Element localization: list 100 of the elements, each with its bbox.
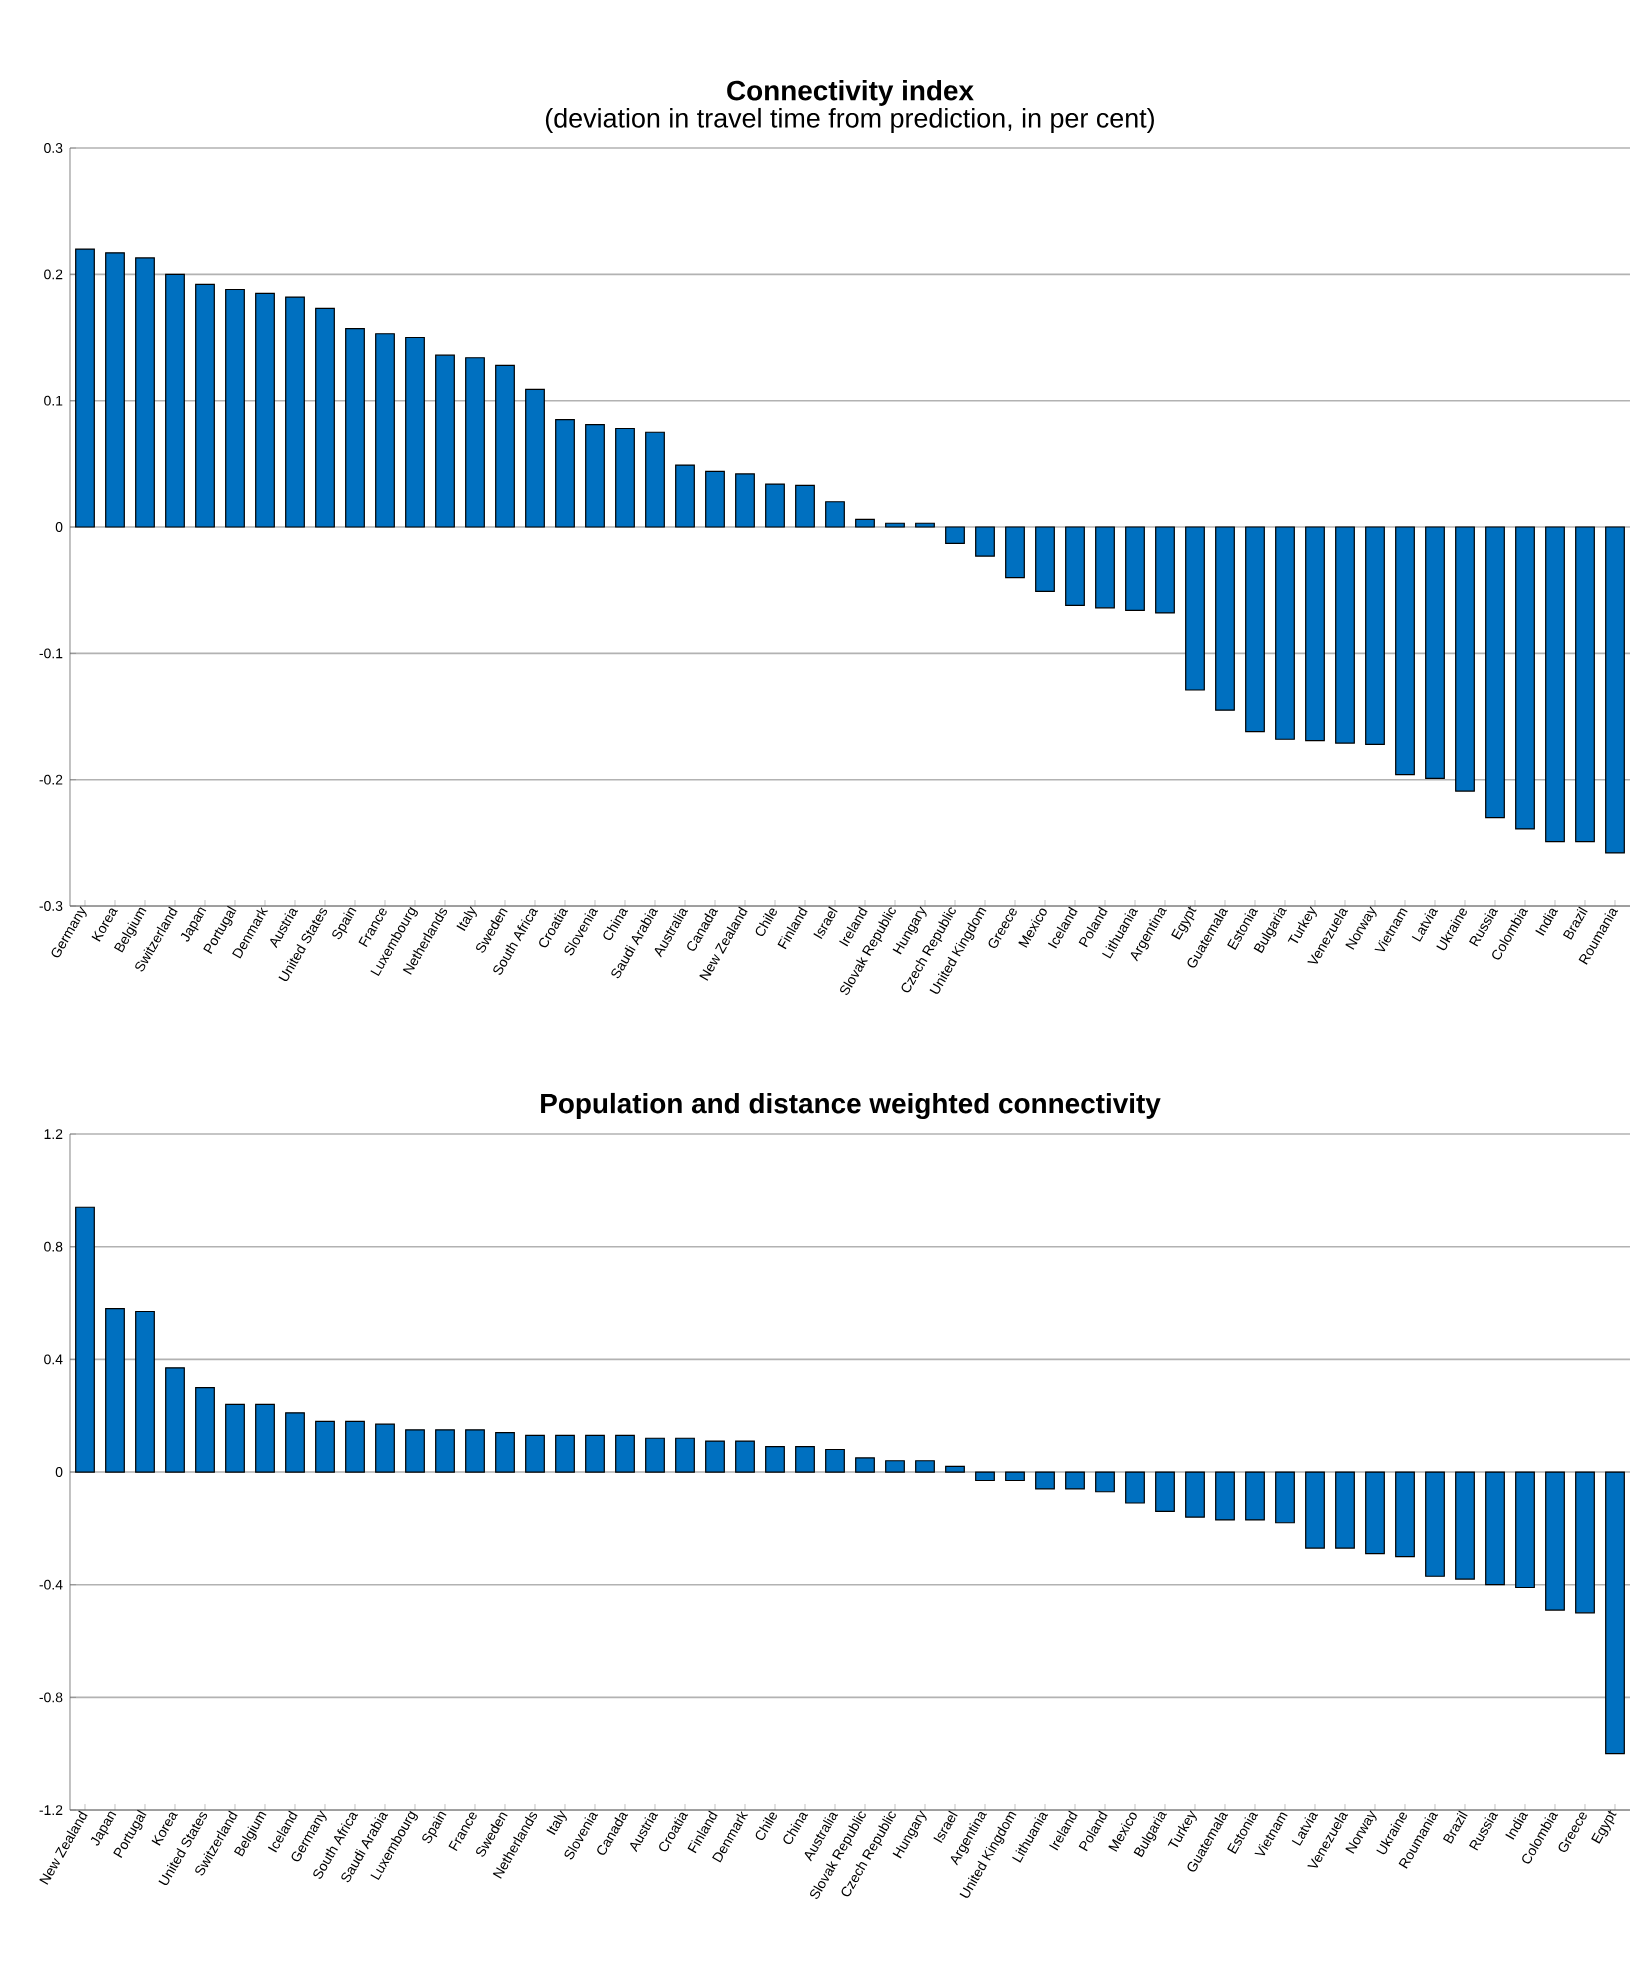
- bar: [1575, 1471, 1595, 1614]
- chart-title: Connectivity index: [727, 79, 974, 106]
- bar: [735, 473, 755, 528]
- bar: [285, 1412, 305, 1473]
- bar: [165, 1367, 185, 1473]
- bar: [1515, 526, 1535, 830]
- bar: [1335, 526, 1355, 744]
- bar: [255, 292, 275, 528]
- bar: [1305, 1471, 1325, 1549]
- bar: [225, 288, 245, 528]
- bar: [645, 431, 665, 528]
- bar: [705, 470, 725, 528]
- bar: [825, 1448, 845, 1473]
- bar: [585, 424, 605, 528]
- bar: [135, 1310, 155, 1473]
- bar: [585, 1434, 605, 1473]
- bar: [315, 1420, 335, 1473]
- bar: [1245, 1471, 1265, 1521]
- bar: [1095, 1471, 1115, 1493]
- bar: [1215, 526, 1235, 711]
- bar: [1605, 1471, 1625, 1755]
- bar: [735, 1440, 755, 1473]
- bar: [1035, 526, 1055, 593]
- bar: [1575, 526, 1595, 843]
- bar: [495, 1431, 515, 1473]
- bar: [1095, 526, 1115, 609]
- bar: [1065, 1471, 1085, 1490]
- bar: [105, 1308, 125, 1473]
- bar: [1545, 1471, 1565, 1611]
- bar: [915, 1460, 935, 1473]
- bar: [1395, 526, 1415, 776]
- bar: [1155, 1471, 1175, 1513]
- bar: [795, 1446, 815, 1473]
- bar: [825, 501, 845, 528]
- bar: [675, 464, 695, 528]
- bar: [615, 427, 635, 528]
- bar: [1425, 1471, 1445, 1577]
- bar: [435, 1429, 455, 1473]
- bar: [1545, 526, 1565, 843]
- bar: [1425, 526, 1445, 780]
- bar: [75, 248, 95, 528]
- bar: [375, 1423, 395, 1473]
- chart-subtitle: (deviation in travel time from prediction, in per cent): [545, 107, 1154, 134]
- bar: [75, 1206, 95, 1473]
- bar: [765, 1446, 785, 1473]
- bar: [1245, 526, 1265, 733]
- bar: [1605, 526, 1625, 854]
- bar: [435, 354, 455, 528]
- bar: [795, 484, 815, 528]
- bar: [765, 483, 785, 528]
- bar: [855, 1457, 875, 1473]
- bar: [405, 336, 425, 528]
- bar: [1185, 1471, 1205, 1518]
- bar: [1365, 526, 1385, 745]
- bar: [345, 328, 365, 528]
- bar: [525, 1434, 545, 1473]
- bar: [555, 419, 575, 528]
- bar: [1215, 1471, 1235, 1521]
- bar: [345, 1420, 365, 1473]
- bar: [285, 296, 305, 528]
- bar: [135, 257, 155, 528]
- bar: [525, 388, 545, 528]
- bar: [405, 1429, 425, 1473]
- bar: [315, 307, 335, 528]
- bar: [1275, 1471, 1295, 1524]
- bar: [675, 1437, 695, 1473]
- bar: [1365, 1471, 1385, 1555]
- bar: [1185, 526, 1205, 691]
- bar: [645, 1437, 665, 1473]
- bar: [225, 1403, 245, 1473]
- bar: [495, 364, 515, 528]
- bar: [855, 518, 875, 528]
- bar: [945, 1465, 965, 1473]
- bar: [975, 1471, 995, 1482]
- bar: [465, 1429, 485, 1473]
- bar: [555, 1434, 575, 1473]
- bar: [375, 333, 395, 528]
- chart-title: Population and distance weighted connectivity: [541, 1092, 1161, 1120]
- bar: [975, 526, 995, 557]
- bar: [1125, 526, 1145, 611]
- bar: [1125, 1471, 1145, 1504]
- bar: [105, 252, 125, 528]
- bar: [195, 283, 215, 528]
- bar: [1305, 526, 1325, 742]
- bar: [885, 1460, 905, 1473]
- bar: [1485, 526, 1505, 819]
- bar: [1335, 1471, 1355, 1549]
- bar: [465, 357, 485, 528]
- bar: [195, 1386, 215, 1473]
- bar: [1065, 526, 1085, 606]
- bar: [165, 273, 185, 528]
- bar: [1485, 1471, 1505, 1586]
- bar: [255, 1403, 275, 1473]
- bar: [1035, 1471, 1055, 1490]
- bar: [1395, 1471, 1415, 1558]
- bar: [945, 526, 965, 545]
- bar: [615, 1434, 635, 1473]
- bar: [1005, 526, 1025, 579]
- bar: [1155, 526, 1175, 614]
- bar: [1275, 526, 1295, 740]
